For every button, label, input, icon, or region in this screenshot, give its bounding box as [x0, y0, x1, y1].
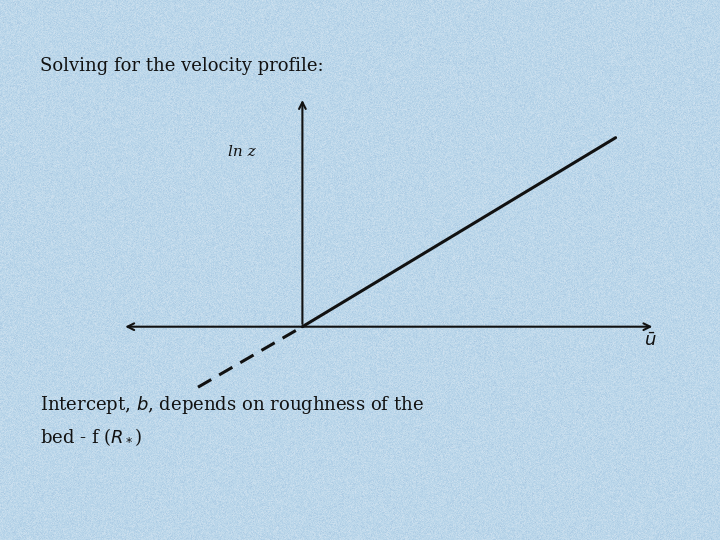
Text: ln z: ln z — [228, 145, 256, 159]
Text: Solving for the velocity profile:: Solving for the velocity profile: — [40, 57, 323, 75]
Text: $\bar{u}$: $\bar{u}$ — [644, 332, 657, 350]
Text: Intercept, $b$, depends on roughness of the
bed - f ($R_*$): Intercept, $b$, depends on roughness of … — [40, 394, 423, 448]
